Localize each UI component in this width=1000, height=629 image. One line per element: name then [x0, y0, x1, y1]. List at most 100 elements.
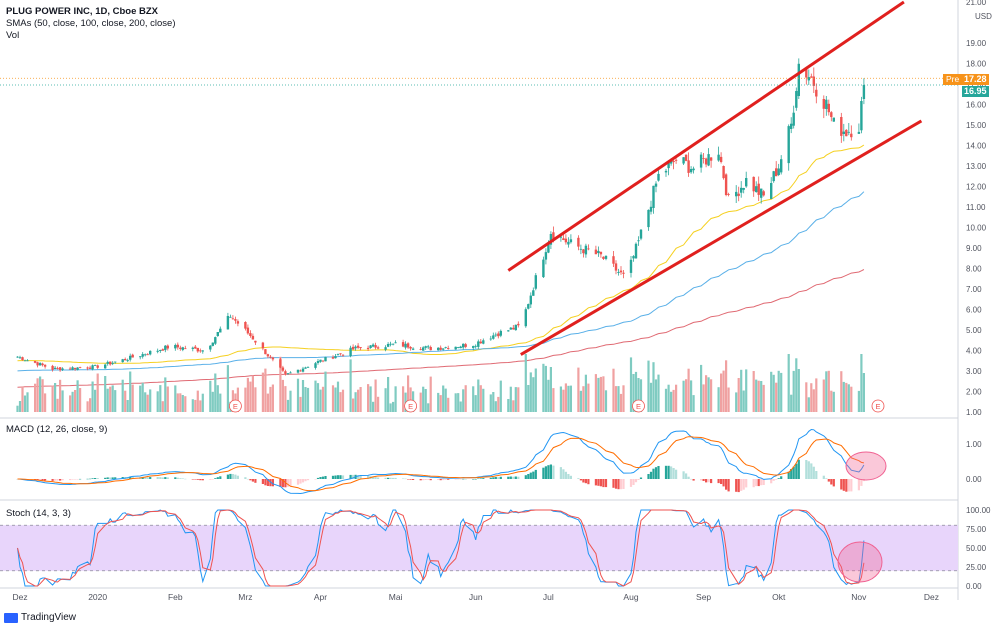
candle-body[interactable]	[549, 234, 553, 245]
candle-body[interactable]	[51, 365, 54, 370]
candle-body[interactable]	[369, 345, 372, 348]
candle-body[interactable]	[489, 338, 492, 340]
candle-body[interactable]	[689, 169, 693, 173]
candle-body[interactable]	[612, 256, 615, 264]
candle-body[interactable]	[604, 255, 608, 259]
candle-body[interactable]	[76, 367, 79, 370]
candle-body[interactable]	[394, 342, 397, 344]
candle-body[interactable]	[827, 103, 830, 113]
candle-body[interactable]	[617, 272, 620, 273]
candle-body[interactable]	[552, 232, 555, 239]
candle-body[interactable]	[299, 370, 302, 372]
sma-legend[interactable]: SMAs (50, close, 100, close, 200, close)	[6, 18, 176, 29]
candle-body[interactable]	[494, 334, 497, 336]
candle-body[interactable]	[439, 347, 442, 350]
candle-body[interactable]	[366, 347, 370, 350]
candle-body[interactable]	[191, 347, 194, 349]
candle-body[interactable]	[509, 327, 512, 330]
candle-body[interactable]	[790, 123, 793, 129]
candle-body[interactable]	[787, 126, 790, 164]
candle-body[interactable]	[176, 344, 179, 348]
candle-body[interactable]	[755, 186, 758, 192]
candle-body[interactable]	[569, 239, 573, 243]
candle-body[interactable]	[832, 117, 835, 122]
candle-body[interactable]	[462, 343, 465, 348]
stoch-legend[interactable]: Stoch (14, 3, 3)	[6, 508, 71, 519]
candle-body[interactable]	[279, 359, 282, 368]
candle-body[interactable]	[664, 170, 668, 173]
candle-body[interactable]	[527, 304, 530, 309]
candle-body[interactable]	[166, 345, 169, 349]
candle-body[interactable]	[286, 373, 290, 374]
candle-body[interactable]	[26, 360, 29, 362]
candle-body[interactable]	[684, 154, 688, 161]
candle-body[interactable]	[231, 318, 235, 320]
candle-body[interactable]	[602, 256, 605, 259]
candle-body[interactable]	[406, 343, 410, 348]
candle-body[interactable]	[797, 63, 800, 96]
candle-body[interactable]	[139, 356, 142, 358]
candle-body[interactable]	[249, 333, 252, 336]
candle-body[interactable]	[179, 347, 182, 349]
candle-body[interactable]	[374, 345, 377, 348]
candle-body[interactable]	[529, 295, 532, 305]
candle-body[interactable]	[692, 168, 695, 171]
candle-body[interactable]	[795, 91, 798, 108]
candle-body[interactable]	[73, 367, 77, 370]
candle-body[interactable]	[762, 191, 765, 196]
candle-body[interactable]	[687, 160, 690, 173]
candle-body[interactable]	[146, 354, 149, 356]
candle-body[interactable]	[699, 154, 703, 168]
candle-body[interactable]	[91, 365, 94, 370]
candle-body[interactable]	[349, 347, 352, 356]
candle-body[interactable]	[391, 343, 395, 345]
candle-body[interactable]	[647, 209, 650, 228]
candle-body[interactable]	[336, 354, 340, 356]
candle-body[interactable]	[499, 330, 502, 336]
candle-body[interactable]	[587, 248, 590, 250]
candle-body[interactable]	[457, 347, 460, 348]
candle-body[interactable]	[810, 76, 813, 78]
candle-body[interactable]	[564, 238, 568, 243]
candle-body[interactable]	[857, 131, 861, 134]
candle-body[interactable]	[742, 188, 745, 190]
candle-body[interactable]	[842, 131, 845, 134]
candle-body[interactable]	[174, 345, 177, 349]
candle-body[interactable]	[316, 361, 320, 363]
candle-body[interactable]	[614, 263, 618, 271]
macd-legend[interactable]: MACD (12, 26, close, 9)	[6, 424, 108, 435]
candle-body[interactable]	[667, 162, 670, 169]
candle-body[interactable]	[775, 168, 778, 177]
candle-body[interactable]	[547, 243, 550, 253]
candle-body[interactable]	[597, 250, 600, 253]
candle-body[interactable]	[454, 346, 457, 350]
candle-body[interactable]	[181, 347, 184, 350]
candle-body[interactable]	[251, 335, 255, 340]
candle-body[interactable]	[429, 347, 432, 351]
candle-body[interactable]	[579, 248, 583, 250]
candle-body[interactable]	[201, 350, 204, 352]
candle-body[interactable]	[735, 191, 738, 197]
candle-body[interactable]	[517, 323, 520, 326]
candle-body[interactable]	[812, 76, 815, 86]
stoch-d-line[interactable]	[17, 509, 865, 587]
candle-body[interactable]	[86, 367, 89, 369]
candle-body[interactable]	[264, 349, 267, 355]
candle-body[interactable]	[386, 344, 390, 347]
candle-body[interactable]	[351, 346, 355, 350]
candle-body[interactable]	[78, 367, 82, 368]
candle-body[interactable]	[442, 348, 445, 350]
candle-body[interactable]	[16, 356, 19, 358]
candle-body[interactable]	[472, 346, 475, 348]
candle-body[interactable]	[777, 168, 780, 176]
candle-body[interactable]	[339, 353, 342, 355]
stoch-k-line[interactable]	[17, 509, 865, 587]
candle-body[interactable]	[371, 344, 375, 347]
candle-body[interactable]	[444, 347, 447, 348]
candle-body[interactable]	[622, 272, 625, 274]
candle-body[interactable]	[637, 240, 640, 242]
candle-body[interactable]	[717, 154, 720, 161]
candle-body[interactable]	[131, 354, 134, 358]
candle-body[interactable]	[740, 187, 743, 193]
